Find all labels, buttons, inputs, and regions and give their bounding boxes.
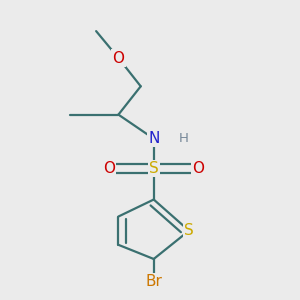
Text: O: O: [192, 161, 204, 176]
Text: H: H: [178, 132, 188, 145]
Text: O: O: [112, 50, 124, 65]
Text: Br: Br: [145, 274, 162, 289]
Text: S: S: [184, 223, 194, 238]
Text: S: S: [149, 161, 159, 176]
Text: O: O: [103, 161, 115, 176]
Text: N: N: [148, 131, 159, 146]
